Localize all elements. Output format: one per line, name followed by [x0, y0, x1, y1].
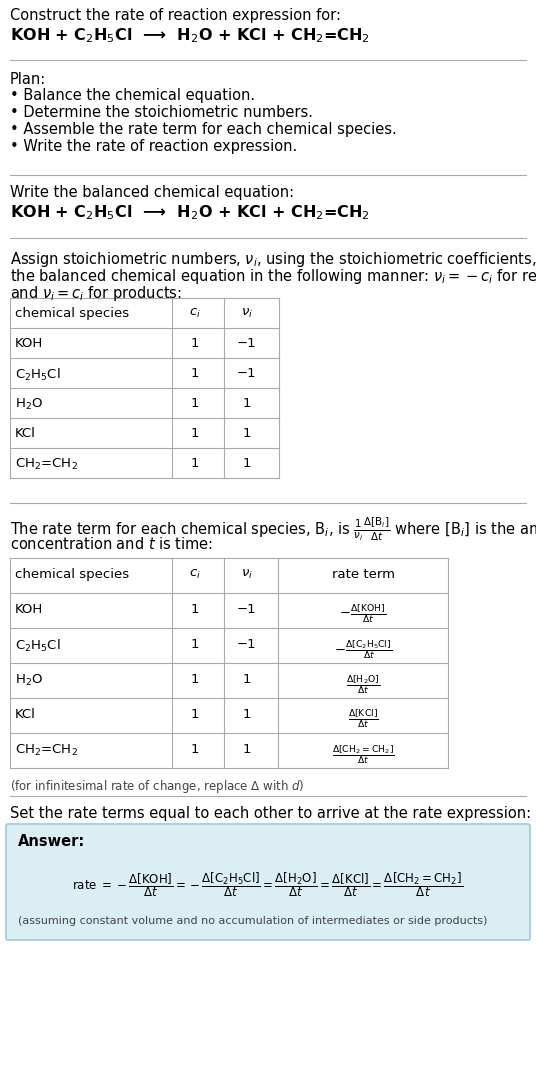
Text: • Write the rate of reaction expression.: • Write the rate of reaction expression.: [10, 139, 297, 154]
Text: C$_2$H$_5$Cl: C$_2$H$_5$Cl: [15, 638, 61, 654]
Text: KOH: KOH: [15, 603, 43, 616]
Text: CH$_2$=CH$_2$: CH$_2$=CH$_2$: [15, 743, 78, 758]
Text: 1: 1: [242, 427, 251, 440]
Text: −1: −1: [237, 638, 256, 651]
Text: rate $= -\dfrac{\Delta[\mathrm{KOH}]}{\Delta t} = -\dfrac{\Delta[\mathrm{C_2H_5C: rate $= -\dfrac{\Delta[\mathrm{KOH}]}{\D…: [72, 870, 464, 899]
Text: concentration and $t$ is time:: concentration and $t$ is time:: [10, 536, 213, 551]
Text: $\frac{\Delta[\mathrm{KCl}]}{\Delta t}$: $\frac{\Delta[\mathrm{KCl}]}{\Delta t}$: [348, 708, 378, 731]
Text: Construct the rate of reaction expression for:: Construct the rate of reaction expressio…: [10, 8, 341, 23]
Text: −1: −1: [237, 367, 256, 380]
Text: 1: 1: [190, 708, 199, 721]
Text: 1: 1: [190, 337, 199, 351]
Text: Assign stoichiometric numbers, $\nu_i$, using the stoichiometric coefficients, $: Assign stoichiometric numbers, $\nu_i$, …: [10, 250, 536, 269]
Text: 1: 1: [190, 603, 199, 616]
Text: KOH + C$_2$H$_5$Cl  ⟶  H$_2$O + KCl + CH$_2$=CH$_2$: KOH + C$_2$H$_5$Cl ⟶ H$_2$O + KCl + CH$_…: [10, 26, 370, 45]
Text: $-\frac{\Delta[\mathrm{C_2H_5Cl}]}{\Delta t}$: $-\frac{\Delta[\mathrm{C_2H_5Cl}]}{\Delt…: [334, 638, 392, 661]
Text: $\nu_i$: $\nu_i$: [241, 568, 252, 581]
Text: KCl: KCl: [15, 708, 36, 721]
Text: • Determine the stoichiometric numbers.: • Determine the stoichiometric numbers.: [10, 105, 313, 120]
Text: 1: 1: [242, 673, 251, 686]
Text: 1: 1: [242, 456, 251, 470]
Text: −1: −1: [237, 337, 256, 351]
Text: 1: 1: [190, 427, 199, 440]
Text: 1: 1: [190, 638, 199, 651]
Text: H$_2$O: H$_2$O: [15, 397, 43, 412]
Text: H$_2$O: H$_2$O: [15, 673, 43, 688]
Text: $\nu_i$: $\nu_i$: [241, 307, 252, 320]
Text: KCl: KCl: [15, 427, 36, 440]
Text: • Balance the chemical equation.: • Balance the chemical equation.: [10, 88, 255, 103]
Text: chemical species: chemical species: [15, 568, 129, 581]
Text: $-\frac{\Delta[\mathrm{KOH}]}{\Delta t}$: $-\frac{\Delta[\mathrm{KOH}]}{\Delta t}$: [339, 603, 386, 625]
Text: Set the rate terms equal to each other to arrive at the rate expression:: Set the rate terms equal to each other t…: [10, 806, 531, 821]
Text: KOH + C$_2$H$_5$Cl  ⟶  H$_2$O + KCl + CH$_2$=CH$_2$: KOH + C$_2$H$_5$Cl ⟶ H$_2$O + KCl + CH$_…: [10, 203, 370, 222]
Text: $\frac{\Delta[\mathrm{H_2O}]}{\Delta t}$: $\frac{\Delta[\mathrm{H_2O}]}{\Delta t}$: [346, 673, 380, 696]
Text: 1: 1: [190, 367, 199, 380]
Text: 1: 1: [190, 673, 199, 686]
Text: Plan:: Plan:: [10, 72, 46, 87]
Text: 1: 1: [190, 456, 199, 470]
Text: $c_i$: $c_i$: [189, 568, 200, 581]
Text: the balanced chemical equation in the following manner: $\nu_i = -c_i$ for react: the balanced chemical equation in the fo…: [10, 268, 536, 286]
Text: 1: 1: [190, 743, 199, 756]
Text: 1: 1: [190, 397, 199, 410]
Text: and $\nu_i = c_i$ for products:: and $\nu_i = c_i$ for products:: [10, 284, 182, 302]
Text: 1: 1: [242, 743, 251, 756]
Text: −1: −1: [237, 603, 256, 616]
Text: Write the balanced chemical equation:: Write the balanced chemical equation:: [10, 185, 294, 200]
Text: $\frac{\Delta[\mathrm{CH_2{=}CH_2}]}{\Delta t}$: $\frac{\Delta[\mathrm{CH_2{=}CH_2}]}{\De…: [332, 743, 394, 765]
Text: 1: 1: [242, 708, 251, 721]
Text: KOH: KOH: [15, 337, 43, 351]
Text: C$_2$H$_5$Cl: C$_2$H$_5$Cl: [15, 367, 61, 383]
FancyBboxPatch shape: [6, 824, 530, 940]
Text: Answer:: Answer:: [18, 834, 85, 848]
Text: 1: 1: [242, 397, 251, 410]
Text: The rate term for each chemical species, B$_i$, is $\frac{1}{\nu_i}\frac{\Delta[: The rate term for each chemical species,…: [10, 517, 536, 544]
Text: chemical species: chemical species: [15, 307, 129, 320]
Text: • Assemble the rate term for each chemical species.: • Assemble the rate term for each chemic…: [10, 122, 397, 136]
Text: CH$_2$=CH$_2$: CH$_2$=CH$_2$: [15, 456, 78, 472]
Text: (for infinitesimal rate of change, replace Δ with $d$): (for infinitesimal rate of change, repla…: [10, 778, 304, 795]
Text: $c_i$: $c_i$: [189, 307, 200, 320]
Text: rate term: rate term: [331, 568, 394, 581]
Text: (assuming constant volume and no accumulation of intermediates or side products): (assuming constant volume and no accumul…: [18, 916, 487, 926]
